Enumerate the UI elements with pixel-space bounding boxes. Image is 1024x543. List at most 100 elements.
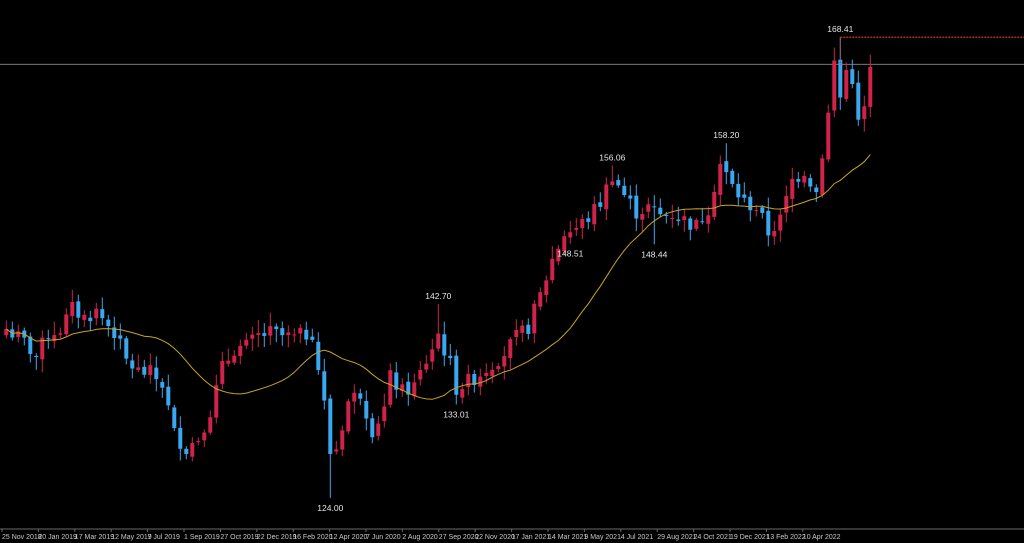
candle-body: [520, 325, 525, 333]
candle-body: [310, 336, 315, 340]
candles: [4, 37, 873, 498]
candle-body: [556, 248, 561, 262]
candle-body: [304, 329, 309, 340]
candle-body: [82, 314, 87, 320]
candle-body: [148, 365, 153, 375]
candle-body: [16, 331, 21, 337]
candle-body: [208, 417, 213, 433]
candle-body: [202, 432, 207, 441]
candle-body: [694, 220, 699, 229]
candle-body: [808, 178, 813, 187]
x-tick-label: 9 May 2021: [584, 534, 621, 541]
moving-average: [6, 154, 871, 400]
candle-body: [58, 333, 63, 335]
candle-body: [250, 334, 255, 339]
candle-body: [670, 218, 675, 220]
candle-body: [580, 219, 585, 229]
candle-body: [142, 366, 147, 375]
candle-body: [28, 336, 33, 354]
candle-body: [760, 207, 765, 213]
candle-body: [448, 355, 453, 359]
candle-body: [394, 372, 399, 390]
candle-body: [106, 319, 111, 327]
x-tick-label: 14 Mar 2021: [548, 534, 587, 541]
candle-body: [70, 302, 75, 317]
x-tick-label: 17 Jan 2021: [512, 534, 551, 541]
candle-body: [298, 327, 303, 334]
candle-body: [820, 158, 825, 195]
candle-body: [346, 401, 351, 432]
candle-body: [496, 366, 501, 370]
price-annotation: 142.70: [425, 291, 451, 301]
x-tick-label: 10 Apr 2022: [803, 534, 841, 541]
candle-body: [622, 185, 627, 196]
candle-body: [748, 196, 753, 211]
x-tick-label: 1 Sep 2019: [184, 534, 220, 541]
price-annotations: 168.41 158.20 156.06 148.51 148.44 142.70 133.…: [317, 24, 853, 513]
candle-body: [802, 175, 807, 183]
x-tick-label: 17 Mar 2019: [75, 534, 114, 541]
candle-body: [370, 418, 375, 438]
price-annotation: 133.01: [443, 409, 469, 419]
candle-body: [214, 385, 219, 418]
candle-body: [268, 326, 273, 336]
candle-body: [844, 70, 849, 100]
candle-body: [292, 334, 297, 336]
candle-body: [832, 60, 837, 111]
candle-body: [4, 328, 9, 336]
candle-body: [640, 214, 645, 220]
candle-body: [376, 423, 381, 436]
candle-body: [790, 178, 795, 199]
candle-body: [232, 355, 237, 363]
candle-body: [574, 227, 579, 230]
candle-body: [814, 187, 819, 193]
candle-body: [382, 406, 387, 422]
candle-body: [562, 236, 567, 252]
candle-body: [124, 338, 129, 359]
candle-body: [64, 314, 69, 335]
candle-body: [460, 389, 465, 398]
price-annotation: 148.44: [641, 249, 667, 259]
candle-body: [610, 181, 615, 186]
candle-body: [862, 106, 867, 120]
candle-body: [364, 400, 369, 419]
candle-body: [154, 367, 159, 380]
candle-body: [190, 443, 195, 457]
candle-body: [442, 334, 447, 356]
x-tick-label: 2 Aug 2020: [402, 534, 438, 541]
x-tick-label: 19 Dec 2021: [730, 534, 770, 541]
x-tick-label: 27 Sep 2020: [439, 534, 479, 541]
candle-body: [514, 329, 519, 338]
x-tick-label: 13 Feb 2022: [766, 534, 805, 541]
candle-body: [490, 369, 495, 377]
candle-body: [244, 339, 249, 346]
candle-body: [388, 370, 393, 405]
candle-body: [418, 369, 423, 380]
candle-body: [46, 338, 51, 340]
candle-body: [172, 407, 177, 429]
candle-body: [754, 210, 759, 212]
candle-body: [706, 215, 711, 224]
candle-body: [88, 317, 93, 322]
candle-body: [592, 203, 597, 225]
moving-average-line: [6, 154, 871, 400]
candle-body: [184, 448, 189, 454]
x-tick-label: 24 Oct 2021: [694, 534, 732, 541]
x-tick-label: 7 Jul 2019: [148, 534, 180, 541]
candle-body: [868, 66, 873, 107]
candle-body: [646, 204, 651, 212]
candle-body: [226, 360, 231, 364]
candle-body: [742, 194, 747, 198]
candle-body: [526, 324, 531, 334]
candle-body: [616, 180, 621, 186]
candle-body: [508, 339, 513, 358]
candle-body: [652, 206, 657, 208]
candle-body: [328, 398, 333, 454]
candle-body: [112, 327, 117, 339]
x-tick-label: 20 Jan 2019: [38, 534, 77, 541]
candle-body: [724, 161, 729, 173]
candle-body: [604, 184, 609, 210]
candle-body: [700, 221, 705, 223]
candle-body: [178, 427, 183, 449]
